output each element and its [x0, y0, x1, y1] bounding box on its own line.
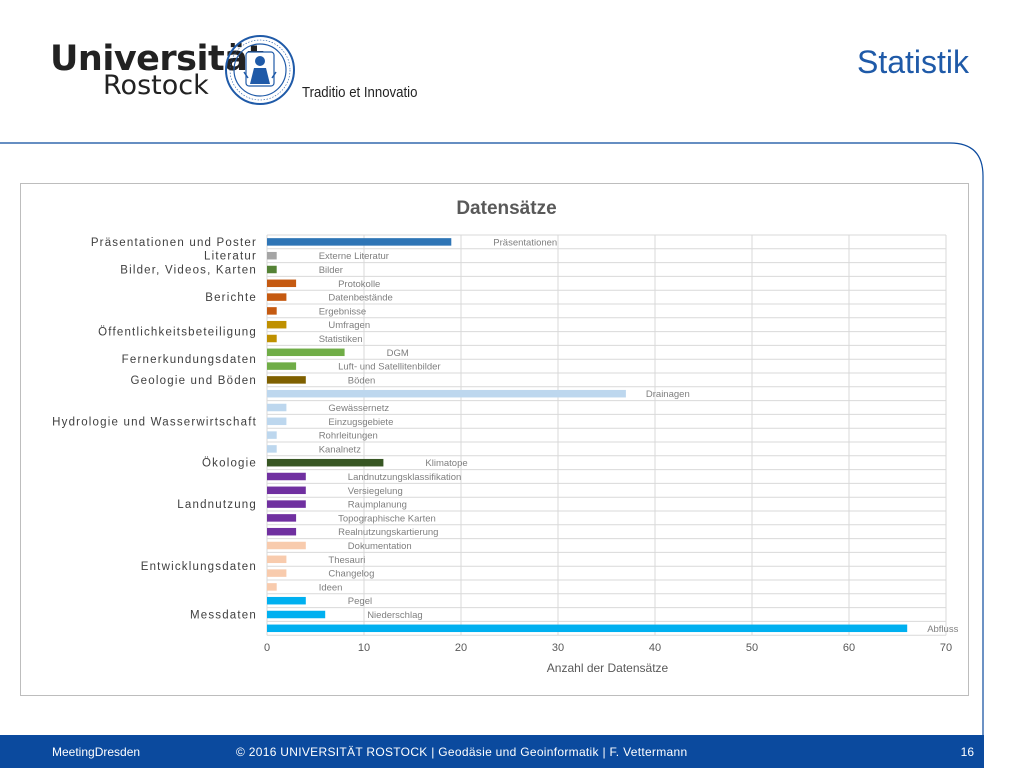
bar — [267, 569, 287, 577]
bar-data-label: Gewässernetz — [328, 403, 389, 414]
category-label: Entwicklungsdaten — [141, 561, 257, 573]
x-tick-label: 40 — [649, 642, 661, 654]
bar-data-label: Changelog — [328, 569, 374, 580]
category-label: Hydrologie und Wasserwirtschaft — [52, 416, 257, 428]
category-label: Literatur — [204, 251, 257, 263]
footer-page-number: 16 — [960, 745, 974, 759]
bar — [267, 610, 326, 619]
bar — [267, 486, 306, 495]
bar-data-label: Realnutzungskartierung — [338, 527, 438, 538]
x-tick-label: 70 — [940, 642, 952, 654]
bar-data-label: Externe Literatur — [319, 251, 389, 262]
x-tick-label: 60 — [843, 642, 855, 654]
bar-data-label: Statistiken — [319, 334, 363, 345]
bar-data-label: Datenbestände — [328, 293, 392, 304]
bar — [267, 334, 277, 343]
x-tick-label: 30 — [552, 642, 564, 654]
bar-data-label: Ergebnisse — [319, 306, 367, 317]
bar — [267, 389, 626, 398]
category-label: Präsentationen und Poster — [91, 237, 257, 249]
datensaetze-bar-chart: Datensätze 0 10 20 30 40 50 60 70 Präsentationen E… — [52, 198, 958, 675]
bar-data-label: Versiegelung — [348, 486, 403, 497]
bar — [267, 265, 277, 274]
bar — [267, 251, 277, 260]
chart-container: Datensätze 0 10 20 30 40 50 60 70 Präsentationen E… — [20, 183, 969, 696]
bar-data-label: Präsentationen — [493, 237, 557, 248]
footer-event: MeetingDresden — [52, 745, 141, 759]
bar-data-label: Kanalnetz — [319, 444, 362, 455]
bar — [267, 445, 277, 453]
category-label: Ökologie — [202, 458, 257, 470]
x-axis-label: Anzahl der Datensätze — [547, 661, 669, 675]
university-motto: Traditio et Innovatio — [302, 84, 418, 101]
category-label: Landnutzung — [177, 499, 257, 511]
bar-data-label: Drainagen — [646, 389, 690, 400]
bar — [267, 307, 277, 315]
bar-data-label: Luft- und Satellitenbilder — [338, 362, 440, 373]
bar — [267, 472, 306, 481]
bar-data-label: Klimatope — [425, 458, 467, 469]
bar — [267, 555, 287, 564]
bar-data-label: Einzugsgebiete — [328, 417, 393, 428]
bar — [267, 624, 908, 633]
x-tick-label: 50 — [746, 642, 758, 654]
bar-data-label: Rohrleitungen — [319, 431, 378, 442]
bar-data-label: Ideen — [319, 582, 343, 593]
category-label: Bilder, Videos, Karten — [120, 265, 257, 277]
x-tick-label: 0 — [264, 642, 270, 654]
category-label: Geologie und Böden — [131, 375, 257, 387]
bar-data-label: Niederschlag — [367, 610, 422, 621]
bar — [267, 362, 297, 370]
bar — [267, 279, 297, 288]
bar — [267, 403, 287, 412]
bar-data-label: Pegel — [348, 596, 372, 607]
bar — [267, 458, 384, 467]
bar — [267, 293, 287, 301]
x-tick-label: 10 — [358, 642, 370, 654]
bar-data-label: Abfluss — [927, 624, 958, 635]
bar — [267, 320, 287, 329]
bar — [267, 238, 452, 246]
chart-title: Datensätze — [456, 198, 556, 219]
bar-data-label: Topographische Karten — [338, 513, 436, 524]
bar — [267, 348, 345, 357]
university-seal-icon — [225, 35, 295, 105]
bar-data-label: Thesauri — [328, 555, 365, 566]
bar-data-label: Protokolle — [338, 279, 380, 290]
bar — [267, 596, 306, 605]
bar — [267, 527, 297, 536]
bar — [267, 500, 306, 508]
category-label: Berichte — [205, 292, 257, 304]
university-logo-city: Rostock — [103, 70, 209, 101]
bar-data-label: DGM — [387, 348, 409, 359]
bar-data-label: Landnutzungsklassifikation — [348, 472, 462, 483]
slide-title: Statistik — [856, 44, 969, 80]
category-label: Öffentlichkeitsbeteiligung — [98, 327, 257, 339]
bar-data-label: Raumplanung — [348, 500, 407, 511]
bar-data-label: Bilder — [319, 265, 343, 276]
bar — [267, 583, 277, 591]
bar-data-label: Dokumentation — [348, 541, 412, 552]
bar — [267, 514, 297, 522]
footer-copyright: © 2016 UNIVERSITÄT ROSTOCK | Geodäsie un… — [236, 745, 688, 759]
bar — [267, 541, 306, 550]
bar-data-label: Umfragen — [328, 320, 370, 331]
category-label: Messdaten — [190, 610, 257, 622]
category-label: Fernerkundungsdaten — [122, 354, 257, 366]
bar-data-label: Böden — [348, 375, 375, 386]
bar — [267, 431, 277, 439]
footer-bar: MeetingDresden © 2016 UNIVERSITÄT ROSTOC… — [0, 735, 984, 768]
bar — [267, 417, 287, 426]
x-tick-label: 20 — [455, 642, 467, 654]
bar — [267, 376, 306, 384]
